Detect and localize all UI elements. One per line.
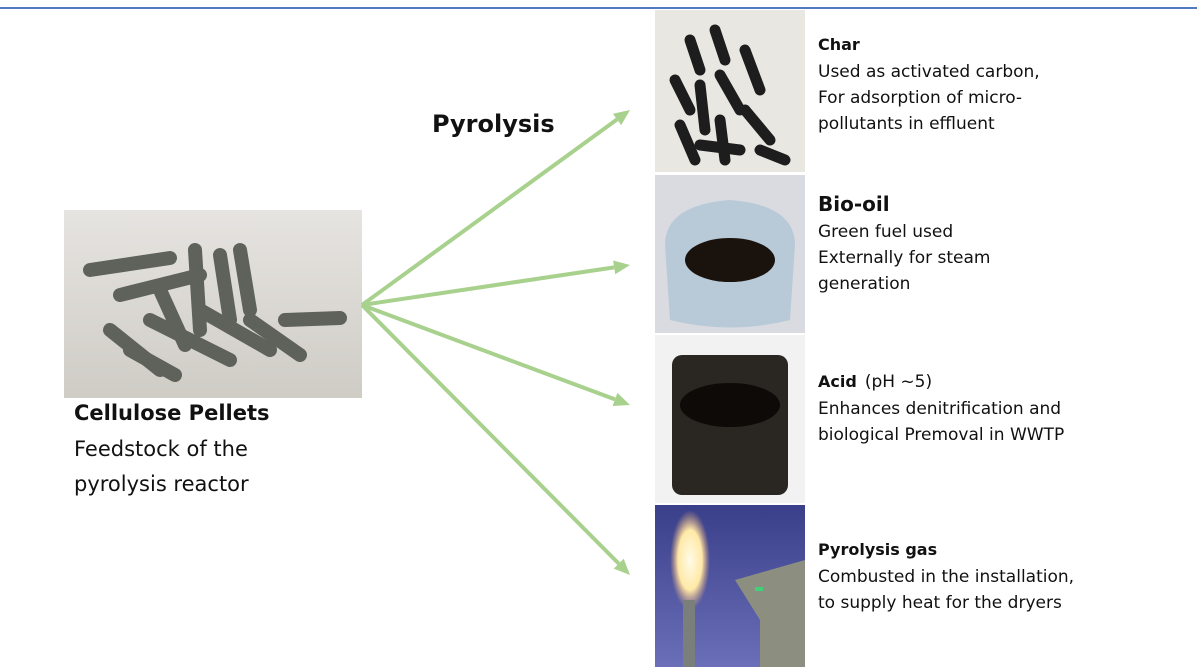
product-title: Pyrolysis gas [818, 540, 937, 559]
product-line: generation [818, 274, 910, 294]
product-name: Pyrolysis gas [818, 540, 937, 559]
arrow-head [612, 392, 630, 406]
gas-photo [655, 505, 805, 667]
feedstock-title: Cellulose Pellets [74, 401, 270, 425]
product-line: Enhances denitrification and [818, 399, 1061, 419]
arrow-head [612, 110, 630, 126]
arrow-line [360, 303, 621, 566]
product-note: (pH ~5) [865, 372, 932, 392]
product-title: Acid (pH ~5) [818, 372, 932, 393]
product-line: Green fuel used [818, 222, 953, 242]
product-line: Used as activated carbon, [818, 62, 1040, 82]
pellets-photo [64, 210, 362, 398]
product-line: Combusted in the installation, [818, 567, 1074, 587]
arrow-line [361, 303, 616, 402]
arrows [360, 110, 630, 575]
arrow-head [613, 558, 630, 575]
arrow-line [360, 117, 619, 307]
products: Char Used as activated carbon, For adsorpt… [818, 35, 1074, 614]
product-line: pollutants in effluent [818, 114, 995, 134]
feedstock-line: pyrolysis reactor [74, 472, 249, 496]
process-label: Pyrolysis [432, 110, 555, 138]
feedstock-line: Feedstock of the [74, 437, 248, 461]
char-photo [655, 10, 805, 172]
product-name: Acid [818, 372, 857, 391]
product-title: Bio-oil [818, 192, 890, 216]
product-line: For adsorption of micro- [818, 88, 1022, 108]
product-line: Externally for steam [818, 248, 990, 268]
product-name: Bio-oil [818, 192, 890, 216]
arrow-head [613, 260, 630, 275]
product-line: biological Premoval in WWTP [818, 425, 1064, 445]
arrow-line [361, 265, 615, 307]
product-title: Char [818, 35, 860, 54]
product-name: Char [818, 35, 860, 54]
acid-photo [655, 335, 805, 503]
product-line: to supply heat for the dryers [818, 593, 1062, 613]
bio-oil-photo [655, 175, 805, 333]
